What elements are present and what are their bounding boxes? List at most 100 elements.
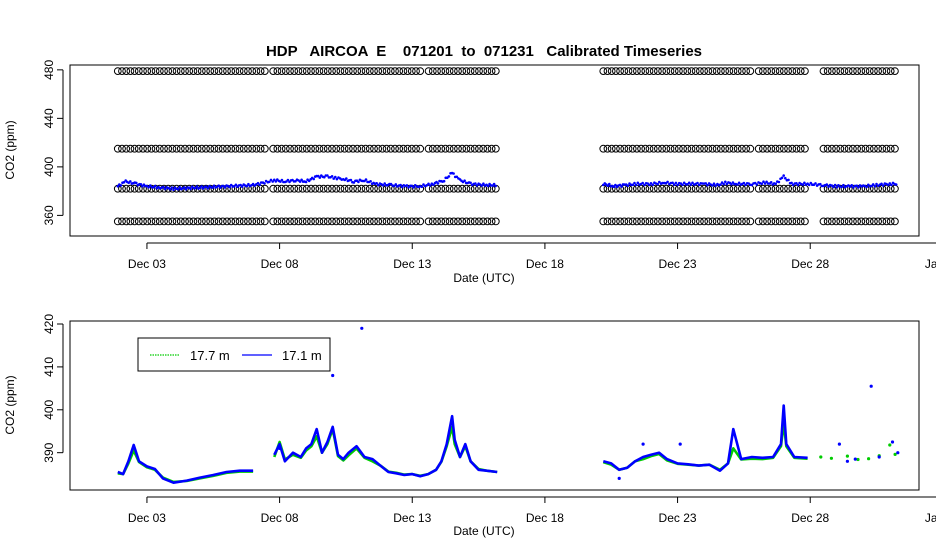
top-series-point [217,184,220,187]
calibration-marker [725,144,734,153]
top-series-point [428,184,432,187]
calibration-marker [386,67,395,75]
series-point-17-1-m [837,442,842,446]
calibration-marker [792,67,801,75]
calibration-marker [853,144,861,153]
top-series-point [318,176,322,179]
calibration-marker [357,184,366,193]
top-series-point [300,178,303,182]
top-series-point [835,186,839,189]
calibration-marker [763,67,771,75]
calibration-marker [214,144,223,153]
calibration-marker [307,67,315,75]
top-series-point [674,181,678,185]
calibration-marker [206,144,215,153]
calibration-marker [670,67,679,75]
calibration-marker [658,67,666,75]
calibration-marker [374,217,383,226]
calibration-marker [479,217,488,226]
calibration-marker [441,217,450,226]
calibration-marker [721,67,729,75]
calibration-marker [742,144,750,153]
calibration-marker [717,217,725,226]
top-series-point [475,184,479,187]
calibration-marker [662,217,671,226]
calibration-marker [273,217,282,226]
top-series-point [184,187,188,191]
calibration-marker [181,144,189,153]
top-series-point [648,183,651,187]
calibration-marker [853,217,861,226]
calibration-marker [336,217,345,226]
calibration-marker [277,217,286,226]
calibration-marker [746,217,755,226]
calibration-marker [700,184,708,193]
top-y-tick-label: 440 [42,108,56,128]
calibration-marker [412,217,420,226]
calibration-marker [193,217,202,226]
calibration-marker [832,144,840,153]
calibration-marker [796,184,805,193]
calibration-marker [172,144,181,153]
top-series-point [840,185,843,189]
calibration-marker [256,217,265,226]
calibration-marker [721,184,729,193]
calibration-marker [836,144,845,153]
top-series-point [796,183,800,187]
top-x-tick-label: Dec 28 [791,257,829,271]
bottom-x-tick-label: Jan 02 [925,511,936,525]
calibration-marker [475,67,483,75]
calibration-marker [311,67,320,75]
calibration-marker [637,144,645,153]
calibration-marker [708,144,717,153]
calibration-marker [491,67,500,75]
calibration-marker [151,67,160,75]
calibration-marker [746,184,755,193]
top-series-point [162,185,165,189]
calibration-marker [708,217,717,226]
series-point-17-1-m [331,373,335,378]
calibration-marker [281,144,290,153]
calibration-marker [616,144,624,153]
calibration-marker [332,217,341,226]
calibration-marker [840,144,849,153]
calibration-marker [130,144,139,153]
calibration-marker [819,67,828,75]
top-series-point [147,186,150,189]
top-series-point [436,182,440,185]
calibration-marker [491,144,500,153]
calibration-marker [391,67,399,75]
top-series-point [480,184,484,187]
calibration-marker [185,67,194,75]
top-series-point [712,182,716,185]
calibration-marker [395,67,404,75]
calibration-marker [395,144,404,153]
calibration-marker [214,217,223,226]
top-series-point [656,182,659,186]
calibration-marker [763,144,771,153]
calibration-marker [176,217,185,226]
calibration-marker [675,67,683,75]
calibration-marker [176,144,185,153]
calibration-marker [599,144,608,153]
bottom-y-tick-label: 410 [42,357,56,377]
calibration-marker [353,184,362,193]
calibration-marker [118,67,126,75]
calibration-marker [717,144,725,153]
top-series-point [762,180,765,183]
chart-title: HDP AIRCOA E 071201 to 071231 Calibrated… [266,43,702,60]
top-series-point [286,178,290,182]
calibration-marker [218,144,227,153]
calibration-marker [189,144,198,153]
top-series-point [349,178,353,182]
calibration-marker [353,67,362,75]
calibration-marker [865,144,874,153]
calibration-marker [796,217,805,226]
top-series-point [482,182,485,185]
calibration-marker [865,217,874,226]
calibration-marker [784,184,792,193]
top-series-point [807,183,811,187]
top-series-point [304,180,308,184]
calibration-marker [470,67,479,75]
calibration-marker [853,67,861,75]
